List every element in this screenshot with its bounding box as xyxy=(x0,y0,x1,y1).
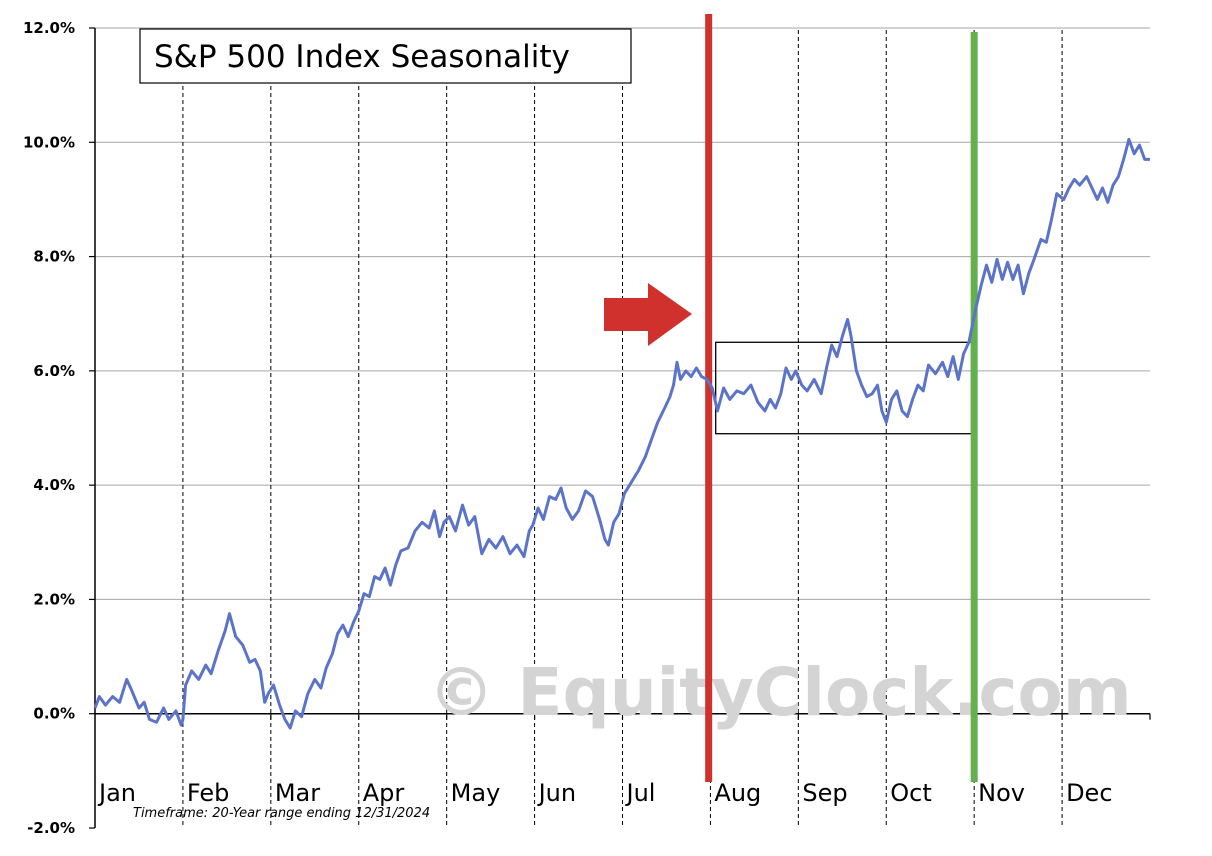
x-tick-label: Dec xyxy=(1066,779,1112,807)
x-tick-label: Oct xyxy=(890,779,932,807)
series-layer xyxy=(93,137,1150,730)
y-tick-label: -2.0% xyxy=(27,819,75,837)
chart-title-box: S&P 500 Index Seasonality xyxy=(139,28,632,84)
y-tick-label: 10.0% xyxy=(23,133,75,151)
chart-title: S&P 500 Index Seasonality xyxy=(154,39,570,75)
timeframe-note: Timeframe: 20-Year range ending 12/31/20… xyxy=(133,806,430,821)
annotations xyxy=(604,14,978,782)
x-tick-label: Feb xyxy=(187,779,230,807)
highlight-box xyxy=(715,341,973,435)
x-tick-label: Nov xyxy=(978,779,1025,807)
x-tick-label: Mar xyxy=(275,779,320,807)
y-tick-label: 0.0% xyxy=(33,705,75,723)
y-tick-label: 2.0% xyxy=(33,590,75,608)
x-tick-label: Jul xyxy=(625,779,656,807)
watermark: © EquityClock.com xyxy=(428,654,1131,731)
y-tick-label: 4.0% xyxy=(33,476,75,494)
y-tick-label: 12.0% xyxy=(23,19,75,37)
x-tick-label: Sep xyxy=(802,779,847,807)
title-box-frame xyxy=(139,28,632,84)
y-tick-label: 8.0% xyxy=(33,248,75,266)
x-tick-labels: Jan Feb Mar Apr May Jun Jul Aug Sep Oct Nov Dec xyxy=(97,779,1113,807)
x-tick-label: Jan xyxy=(97,779,136,807)
x-tick-label: Aug xyxy=(714,779,761,807)
y-tick-label: 6.0% xyxy=(33,362,75,380)
x-tick-label: Apr xyxy=(363,779,405,807)
x-tick-label: Jun xyxy=(537,779,577,807)
seasonal-line xyxy=(93,137,1150,730)
x-tick-label: May xyxy=(451,779,501,807)
arrow-icon xyxy=(604,283,692,346)
y-tick-labels: -2.0% 0.0% 2.0% 4.0% 6.0% 8.0% 10.0% 12.0% xyxy=(23,19,75,837)
